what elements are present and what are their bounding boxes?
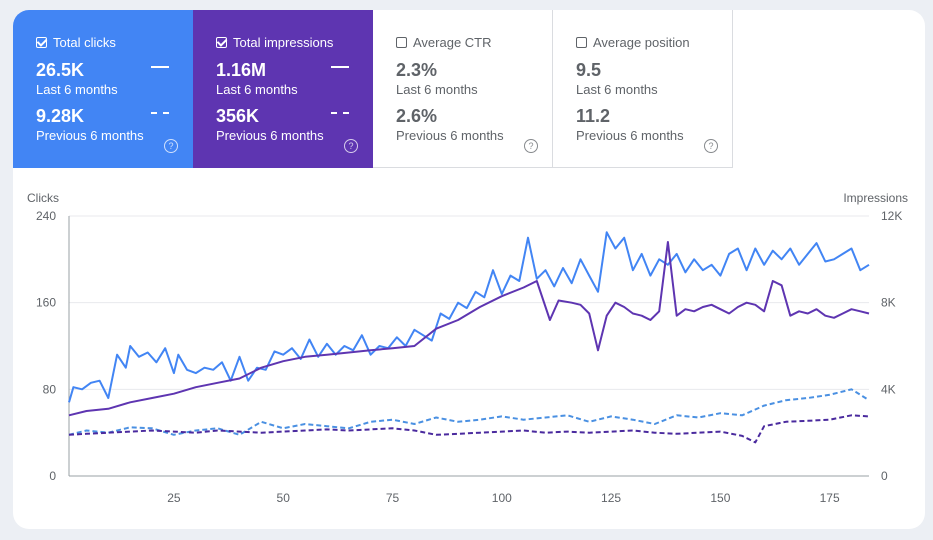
y-axis-title: Clicks [27, 191, 59, 205]
tile-period: Last 6 months [576, 82, 658, 97]
impressions-prev-line [68, 414, 870, 444]
tile-value: 2.3% [396, 60, 438, 80]
tile-period: Last 6 months [396, 82, 478, 97]
y-tick-label: 160 [36, 296, 56, 310]
tile-prev-value: 9.28K [36, 106, 85, 126]
tile-value: 26.5K [36, 60, 85, 80]
x-tick-label: 150 [710, 491, 730, 505]
tile-header: Total clicks [36, 35, 116, 50]
x-tick-label: 175 [820, 491, 840, 505]
tile-label: Average position [593, 35, 690, 50]
tile-average-position[interactable]: Average position 9.5 Last 6 months 11.2 … [553, 10, 733, 168]
tile-header: Average CTR [396, 35, 492, 50]
dashed-line-legend-icon [151, 112, 169, 114]
checkbox-icon[interactable] [216, 37, 227, 48]
tile-value: 9.5 [576, 60, 602, 80]
tile-value: 1.16M [216, 60, 267, 80]
y2-tick-label: 4K [881, 382, 896, 396]
performance-chart: Clicks Impressions 240 12K 160 8K 80 4K 0 0 25 50… [27, 191, 908, 505]
tile-label: Total clicks [53, 35, 116, 50]
tile-header: Average position [576, 35, 690, 50]
metric-tiles: Total clicks 26.5K Last 6 months 9.28K P… [13, 10, 733, 168]
tile-prev-period: Previous 6 months [36, 128, 144, 143]
clicks-prev-line [68, 388, 870, 436]
tile-prev-value: 2.6% [396, 106, 438, 126]
help-icon[interactable]: ? [524, 139, 538, 153]
dashed-line-legend-icon [331, 112, 349, 114]
x-tick-label: 125 [601, 491, 621, 505]
checkbox-icon[interactable] [576, 37, 587, 48]
help-icon[interactable]: ? [344, 139, 358, 153]
x-tick-label: 25 [167, 491, 181, 505]
impressions-line [68, 241, 870, 417]
tile-label: Total impressions [233, 35, 334, 50]
performance-card: Total clicks 26.5K Last 6 months 9.28K P… [13, 10, 925, 529]
axis-ticks: 240 12K 160 8K 80 4K 0 0 25 50 75 100 125 150 175 [36, 209, 902, 505]
y2-tick-label: 0 [881, 469, 888, 483]
grid-lines [68, 215, 869, 477]
tile-total-impressions[interactable]: Total impressions 1.16M Last 6 months 35… [193, 10, 373, 168]
y-tick-label: 80 [43, 382, 57, 396]
y2-tick-label: 8K [881, 296, 896, 310]
checkbox-icon[interactable] [396, 37, 407, 48]
help-icon[interactable]: ? [164, 139, 178, 153]
x-tick-label: 100 [492, 491, 512, 505]
tile-period: Last 6 months [36, 82, 118, 97]
x-tick-label: 75 [386, 491, 400, 505]
tile-period: Last 6 months [216, 82, 298, 97]
checkbox-icon[interactable] [36, 37, 47, 48]
series-lines [68, 231, 870, 444]
x-tick-label: 50 [277, 491, 291, 505]
y-tick-label: 0 [49, 469, 56, 483]
help-icon[interactable]: ? [704, 139, 718, 153]
solid-line-legend-icon [331, 66, 349, 68]
tile-label: Average CTR [413, 35, 492, 50]
tile-prev-value: 356K [216, 106, 260, 126]
clicks-line [68, 231, 870, 403]
tile-prev-period: Previous 6 months [576, 128, 684, 143]
tile-total-clicks[interactable]: Total clicks 26.5K Last 6 months 9.28K P… [13, 10, 193, 168]
tile-header: Total impressions [216, 35, 333, 50]
tile-average-ctr[interactable]: Average CTR 2.3% Last 6 months 2.6% Prev… [373, 10, 553, 168]
y-tick-label: 240 [36, 209, 56, 223]
y2-tick-label: 12K [881, 209, 902, 223]
y2-axis-title: Impressions [843, 191, 908, 205]
solid-line-legend-icon [151, 66, 169, 68]
tile-prev-period: Previous 6 months [216, 128, 324, 143]
tile-prev-value: 11.2 [576, 106, 611, 126]
tile-prev-period: Previous 6 months [396, 128, 504, 143]
